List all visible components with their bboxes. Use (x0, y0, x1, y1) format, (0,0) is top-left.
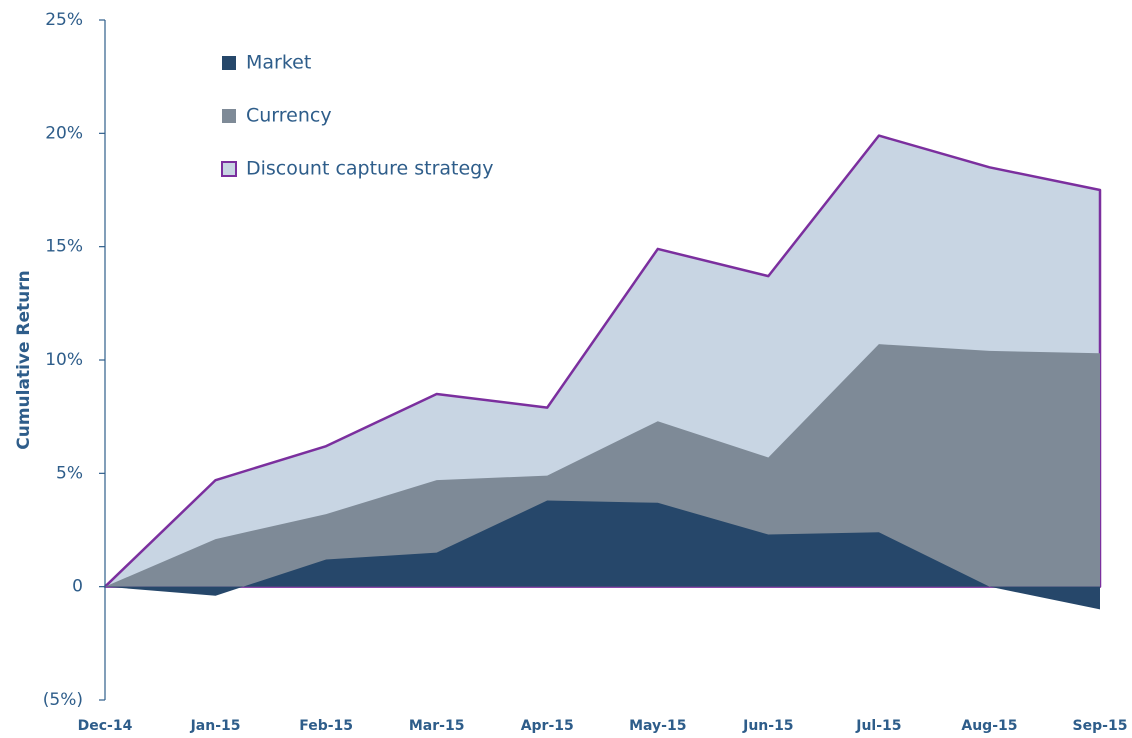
area (105, 500, 1100, 610)
x-tick-label: May-15 (629, 718, 686, 734)
y-axis-title: Cumulative Return (14, 270, 34, 450)
x-tick-label: Mar-15 (409, 718, 465, 734)
y-tick-label: 5% (56, 463, 83, 483)
x-tick-label: Aug-15 (961, 718, 1017, 734)
y-tick-label: 25% (45, 10, 83, 30)
legend-text: Market (246, 52, 311, 74)
x-tick-label: Jul-15 (855, 718, 901, 734)
x-tick-label: Jun-15 (742, 718, 793, 734)
area (105, 344, 1100, 587)
y-tick-label: 0 (72, 577, 83, 597)
x-tick-label: Jan-15 (190, 718, 241, 734)
y-tick-label: 15% (45, 237, 83, 257)
legend-swatch (222, 109, 236, 123)
legend-text: Currency (246, 105, 332, 127)
y-tick-label: 20% (45, 123, 83, 143)
y-tick-label: 10% (45, 350, 83, 370)
y-tick-label: (5%) (43, 690, 83, 710)
x-tick-label: Feb-15 (299, 718, 353, 734)
legend-swatch (221, 161, 237, 177)
x-tick-label: Sep-15 (1073, 718, 1128, 734)
legend-swatch (222, 56, 236, 70)
x-tick-label: Dec-14 (78, 718, 133, 734)
legend-text: Discount capture strategy (246, 158, 493, 180)
x-tick-label: Apr-15 (521, 718, 574, 734)
